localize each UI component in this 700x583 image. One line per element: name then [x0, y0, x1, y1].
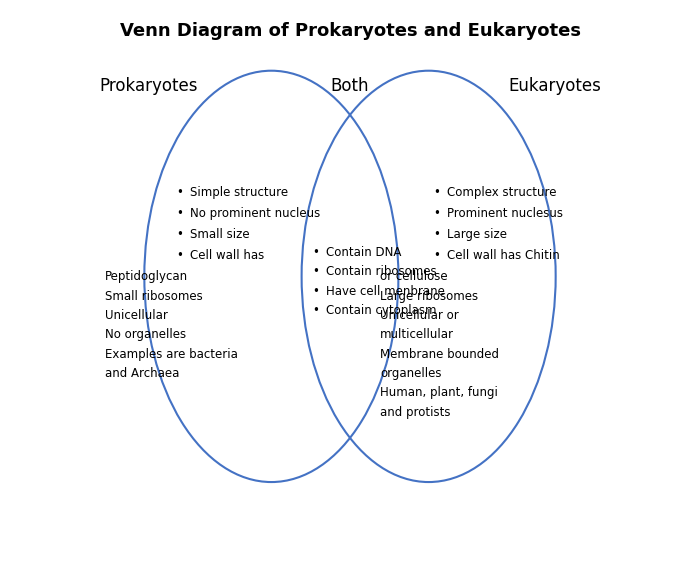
- Text: •: •: [433, 228, 440, 241]
- Text: •: •: [312, 265, 319, 279]
- Text: Both: Both: [330, 77, 370, 95]
- Text: Small size: Small size: [190, 228, 249, 241]
- Text: •: •: [176, 207, 183, 220]
- Text: multicellular: multicellular: [380, 328, 454, 342]
- Text: organelles: organelles: [380, 367, 442, 380]
- Text: Small ribosomes: Small ribosomes: [105, 290, 203, 303]
- Text: Cell wall has Chitin: Cell wall has Chitin: [447, 249, 559, 262]
- Text: •: •: [176, 249, 183, 262]
- Text: Membrane bounded: Membrane bounded: [380, 347, 499, 361]
- Text: Unicellular: Unicellular: [105, 309, 168, 322]
- Text: Contain DNA: Contain DNA: [326, 246, 401, 259]
- Text: Complex structure: Complex structure: [447, 185, 556, 199]
- Text: No prominent nucleus: No prominent nucleus: [190, 207, 320, 220]
- Text: or cellulose: or cellulose: [380, 271, 448, 283]
- Text: •: •: [176, 228, 183, 241]
- Text: •: •: [312, 304, 319, 317]
- Text: and protists: and protists: [380, 406, 451, 419]
- Text: Large ribosomes: Large ribosomes: [380, 290, 478, 303]
- Text: Cell wall has: Cell wall has: [190, 249, 264, 262]
- Text: Have cell menbrane: Have cell menbrane: [326, 285, 444, 298]
- Text: Large size: Large size: [447, 228, 507, 241]
- Text: •: •: [312, 285, 319, 298]
- Text: Prokaryotes: Prokaryotes: [99, 77, 197, 95]
- Text: No organelles: No organelles: [105, 328, 186, 342]
- Text: Peptidoglycan: Peptidoglycan: [105, 271, 188, 283]
- Text: Unicellular or: Unicellular or: [380, 309, 459, 322]
- Text: Eukaryotes: Eukaryotes: [508, 77, 601, 95]
- Text: Contain cytoplasm: Contain cytoplasm: [326, 304, 436, 317]
- Text: •: •: [433, 185, 440, 199]
- Text: Simple structure: Simple structure: [190, 185, 288, 199]
- Text: Examples are bacteria: Examples are bacteria: [105, 347, 238, 361]
- Text: •: •: [433, 249, 440, 262]
- Text: Prominent nuclesus: Prominent nuclesus: [447, 207, 563, 220]
- Text: and Archaea: and Archaea: [105, 367, 179, 380]
- Text: •: •: [312, 246, 319, 259]
- Text: Venn Diagram of Prokaryotes and Eukaryotes: Venn Diagram of Prokaryotes and Eukaryot…: [120, 22, 580, 40]
- Text: •: •: [176, 185, 183, 199]
- Text: Human, plant, fungi: Human, plant, fungi: [380, 387, 498, 399]
- Text: •: •: [433, 207, 440, 220]
- Text: Contain ribosomes: Contain ribosomes: [326, 265, 436, 279]
